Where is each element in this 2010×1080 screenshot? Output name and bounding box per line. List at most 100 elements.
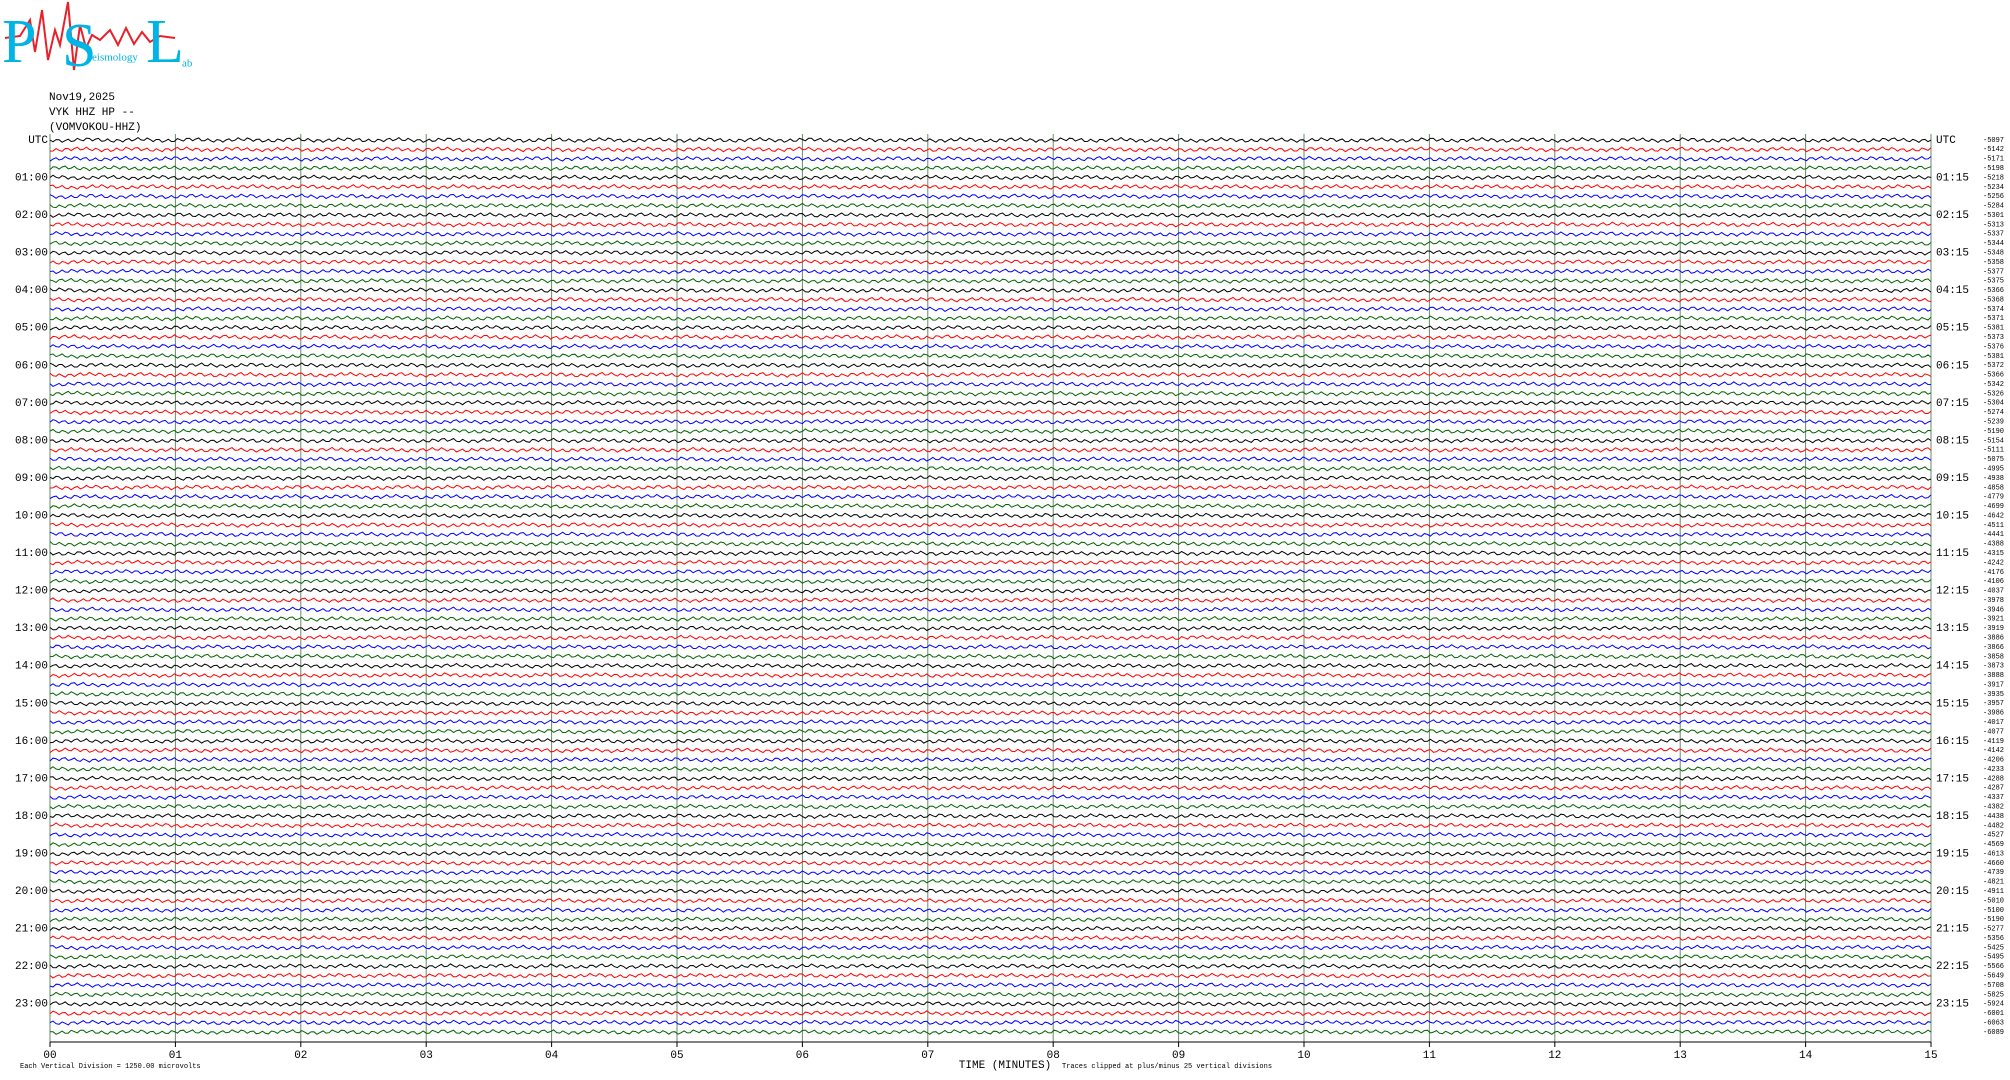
footnote: Each Vertical Division = 1250.00 microvo… <box>20 1063 201 1071</box>
row-offset: -5218 <box>1983 174 2004 182</box>
row-offset: -4315 <box>1983 550 2004 558</box>
trace <box>49 268 1932 275</box>
trace <box>49 953 1932 960</box>
trace <box>49 690 1932 698</box>
row-offset: -5344 <box>1983 240 2004 248</box>
row-offset: -5356 <box>1983 935 2004 943</box>
row-offset: -4482 <box>1983 822 2004 830</box>
right-time-label: 18:15 <box>1936 811 1969 823</box>
row-offset: -5239 <box>1983 419 2004 427</box>
trace <box>49 212 1932 219</box>
left-time-label: 14:00 <box>15 661 48 673</box>
row-offset: -4511 <box>1983 522 2004 530</box>
trace <box>50 1028 1932 1036</box>
trace <box>49 925 1932 932</box>
right-time-label: 23:15 <box>1936 999 1969 1011</box>
row-offset: -5284 <box>1983 203 2004 211</box>
right-time-label: 08:15 <box>1936 435 1969 447</box>
x-tick-label: 15 <box>1924 1050 1937 1062</box>
trace <box>49 305 1932 313</box>
trace <box>49 568 1932 575</box>
trace <box>50 315 1932 322</box>
row-offset: -5198 <box>1983 165 2004 173</box>
row-offset: -4206 <box>1983 757 2004 765</box>
traces <box>49 136 1932 1036</box>
left-time-label: 09:00 <box>15 473 48 485</box>
trace <box>49 935 1932 942</box>
row-offset: -4077 <box>1983 728 2004 736</box>
row-offset: -5075 <box>1983 456 2004 464</box>
left-time-label: 08:00 <box>15 435 48 447</box>
trace <box>49 390 1932 397</box>
trace <box>49 221 1932 228</box>
trace <box>49 202 1932 209</box>
x-tick-label: 05 <box>670 1050 683 1062</box>
trace <box>49 1019 1932 1026</box>
row-offset: -5495 <box>1983 954 2004 962</box>
trace <box>49 465 1932 472</box>
row-offset: -4287 <box>1983 785 2004 793</box>
row-offset: -4613 <box>1983 850 2004 858</box>
row-offset: -5234 <box>1983 184 2004 192</box>
trace <box>49 775 1932 782</box>
trace <box>49 493 1932 500</box>
right-time-label: 15:15 <box>1936 698 1969 710</box>
trace <box>49 963 1932 970</box>
trace <box>49 597 1932 604</box>
left-time-label: 22:00 <box>15 961 48 973</box>
right-time-label: 01:15 <box>1936 172 1969 184</box>
x-tick-label: 00 <box>43 1050 56 1062</box>
row-offset: -3886 <box>1983 634 2004 642</box>
row-offset: -5566 <box>1983 963 2004 971</box>
row-offset: -4739 <box>1983 869 2004 877</box>
left-time-label: 02:00 <box>15 210 48 222</box>
trace <box>49 259 1932 266</box>
trace <box>49 747 1932 754</box>
x-tick-label: 10 <box>1297 1050 1310 1062</box>
x-tick-label: 09 <box>1172 1050 1185 1062</box>
left-time-label: 03:00 <box>15 248 48 260</box>
trace <box>49 324 1932 331</box>
left-time-label: 13:00 <box>15 623 48 635</box>
trace <box>49 888 1932 895</box>
left-time-label: 16:00 <box>15 736 48 748</box>
left-time-label: 23:00 <box>15 999 48 1011</box>
trace <box>49 155 1932 162</box>
row-offset: -5100 <box>1983 907 2004 915</box>
trace <box>49 625 1932 632</box>
left-time-label: 21:00 <box>15 924 48 936</box>
trace <box>49 719 1931 726</box>
row-offset: -5190 <box>1983 916 2004 924</box>
row-offset: -4438 <box>1983 813 2004 821</box>
row-offset: -5371 <box>1983 315 2004 323</box>
row-offset: -5366 <box>1983 372 2004 380</box>
trace <box>49 136 1932 144</box>
trace <box>49 672 1932 679</box>
right-time-label: 19:15 <box>1936 849 1969 861</box>
right-time-label: 03:15 <box>1936 248 1969 260</box>
row-offset: -3917 <box>1983 681 2004 689</box>
row-offset: -5301 <box>1983 212 2004 220</box>
trace <box>49 456 1932 463</box>
row-offset: -5425 <box>1983 944 2004 952</box>
row-offset: -4779 <box>1983 494 2004 502</box>
trace <box>49 841 1932 848</box>
x-tick-label: 01 <box>169 1050 183 1062</box>
row-offset: -4106 <box>1983 578 2004 586</box>
row-offset: -5097 <box>1983 137 2004 145</box>
trace <box>49 540 1932 547</box>
right-time-label: 12:15 <box>1936 586 1969 598</box>
row-offset: -3873 <box>1983 663 2004 671</box>
right-time-label: 14:15 <box>1936 661 1969 673</box>
right-time-label: 11:15 <box>1936 548 1969 560</box>
title-line: VYK HHZ HP -- <box>49 107 135 119</box>
trace <box>49 709 1932 716</box>
row-offset: -6063 <box>1983 1019 2004 1027</box>
left-time-label: 19:00 <box>15 849 48 861</box>
row-offset: -4642 <box>1983 512 2004 520</box>
right-time-label: 21:15 <box>1936 924 1969 936</box>
left-time-label: 17:00 <box>15 773 48 785</box>
row-offset: -4242 <box>1983 559 2004 567</box>
row-offset: -5274 <box>1983 409 2004 417</box>
row-offset: -4382 <box>1983 803 2004 811</box>
